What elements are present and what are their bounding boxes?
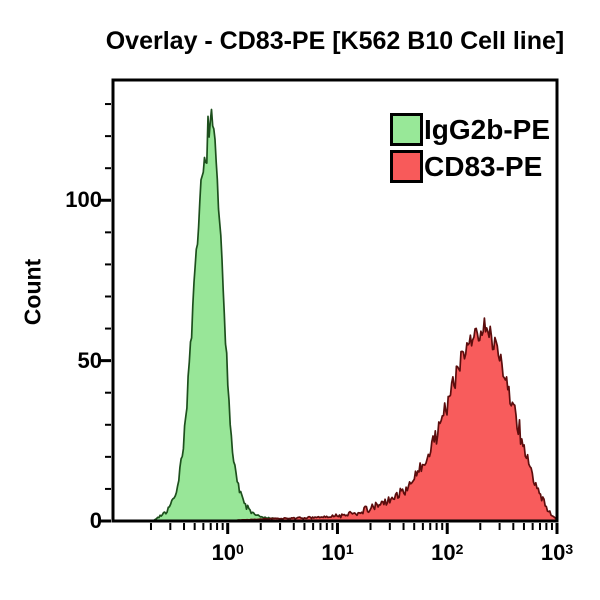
x-tick-label: 101 (321, 540, 354, 565)
legend-item-cd83-pe: CD83-PE (390, 149, 550, 183)
series-igg2b-pe (152, 108, 322, 522)
plot-border (111, 78, 559, 523)
y-tick-label: 100 (65, 187, 102, 213)
legend-swatch-red (390, 149, 423, 183)
x-tick-label: 103 (540, 540, 574, 565)
x-tick-label: 102 (431, 540, 464, 565)
legend-label: IgG2b-PE (424, 113, 551, 145)
y-tick-label: 0 (89, 508, 102, 533)
legend-label: CD83-PE (424, 150, 543, 182)
chart-title: Overlay - CD83-PE [K562 B10 Cell line] (105, 27, 565, 55)
y-axis-title: Count (19, 258, 46, 326)
legend: IgG2b-PE CD83-PE (390, 112, 550, 186)
legend-item-igg2b-pe: IgG2b-PE (390, 112, 550, 146)
y-tick-label: 50 (77, 347, 102, 373)
series-cd83-pe (232, 317, 558, 522)
legend-swatch-green (390, 112, 423, 146)
x-tick-label: 100 (211, 540, 244, 565)
